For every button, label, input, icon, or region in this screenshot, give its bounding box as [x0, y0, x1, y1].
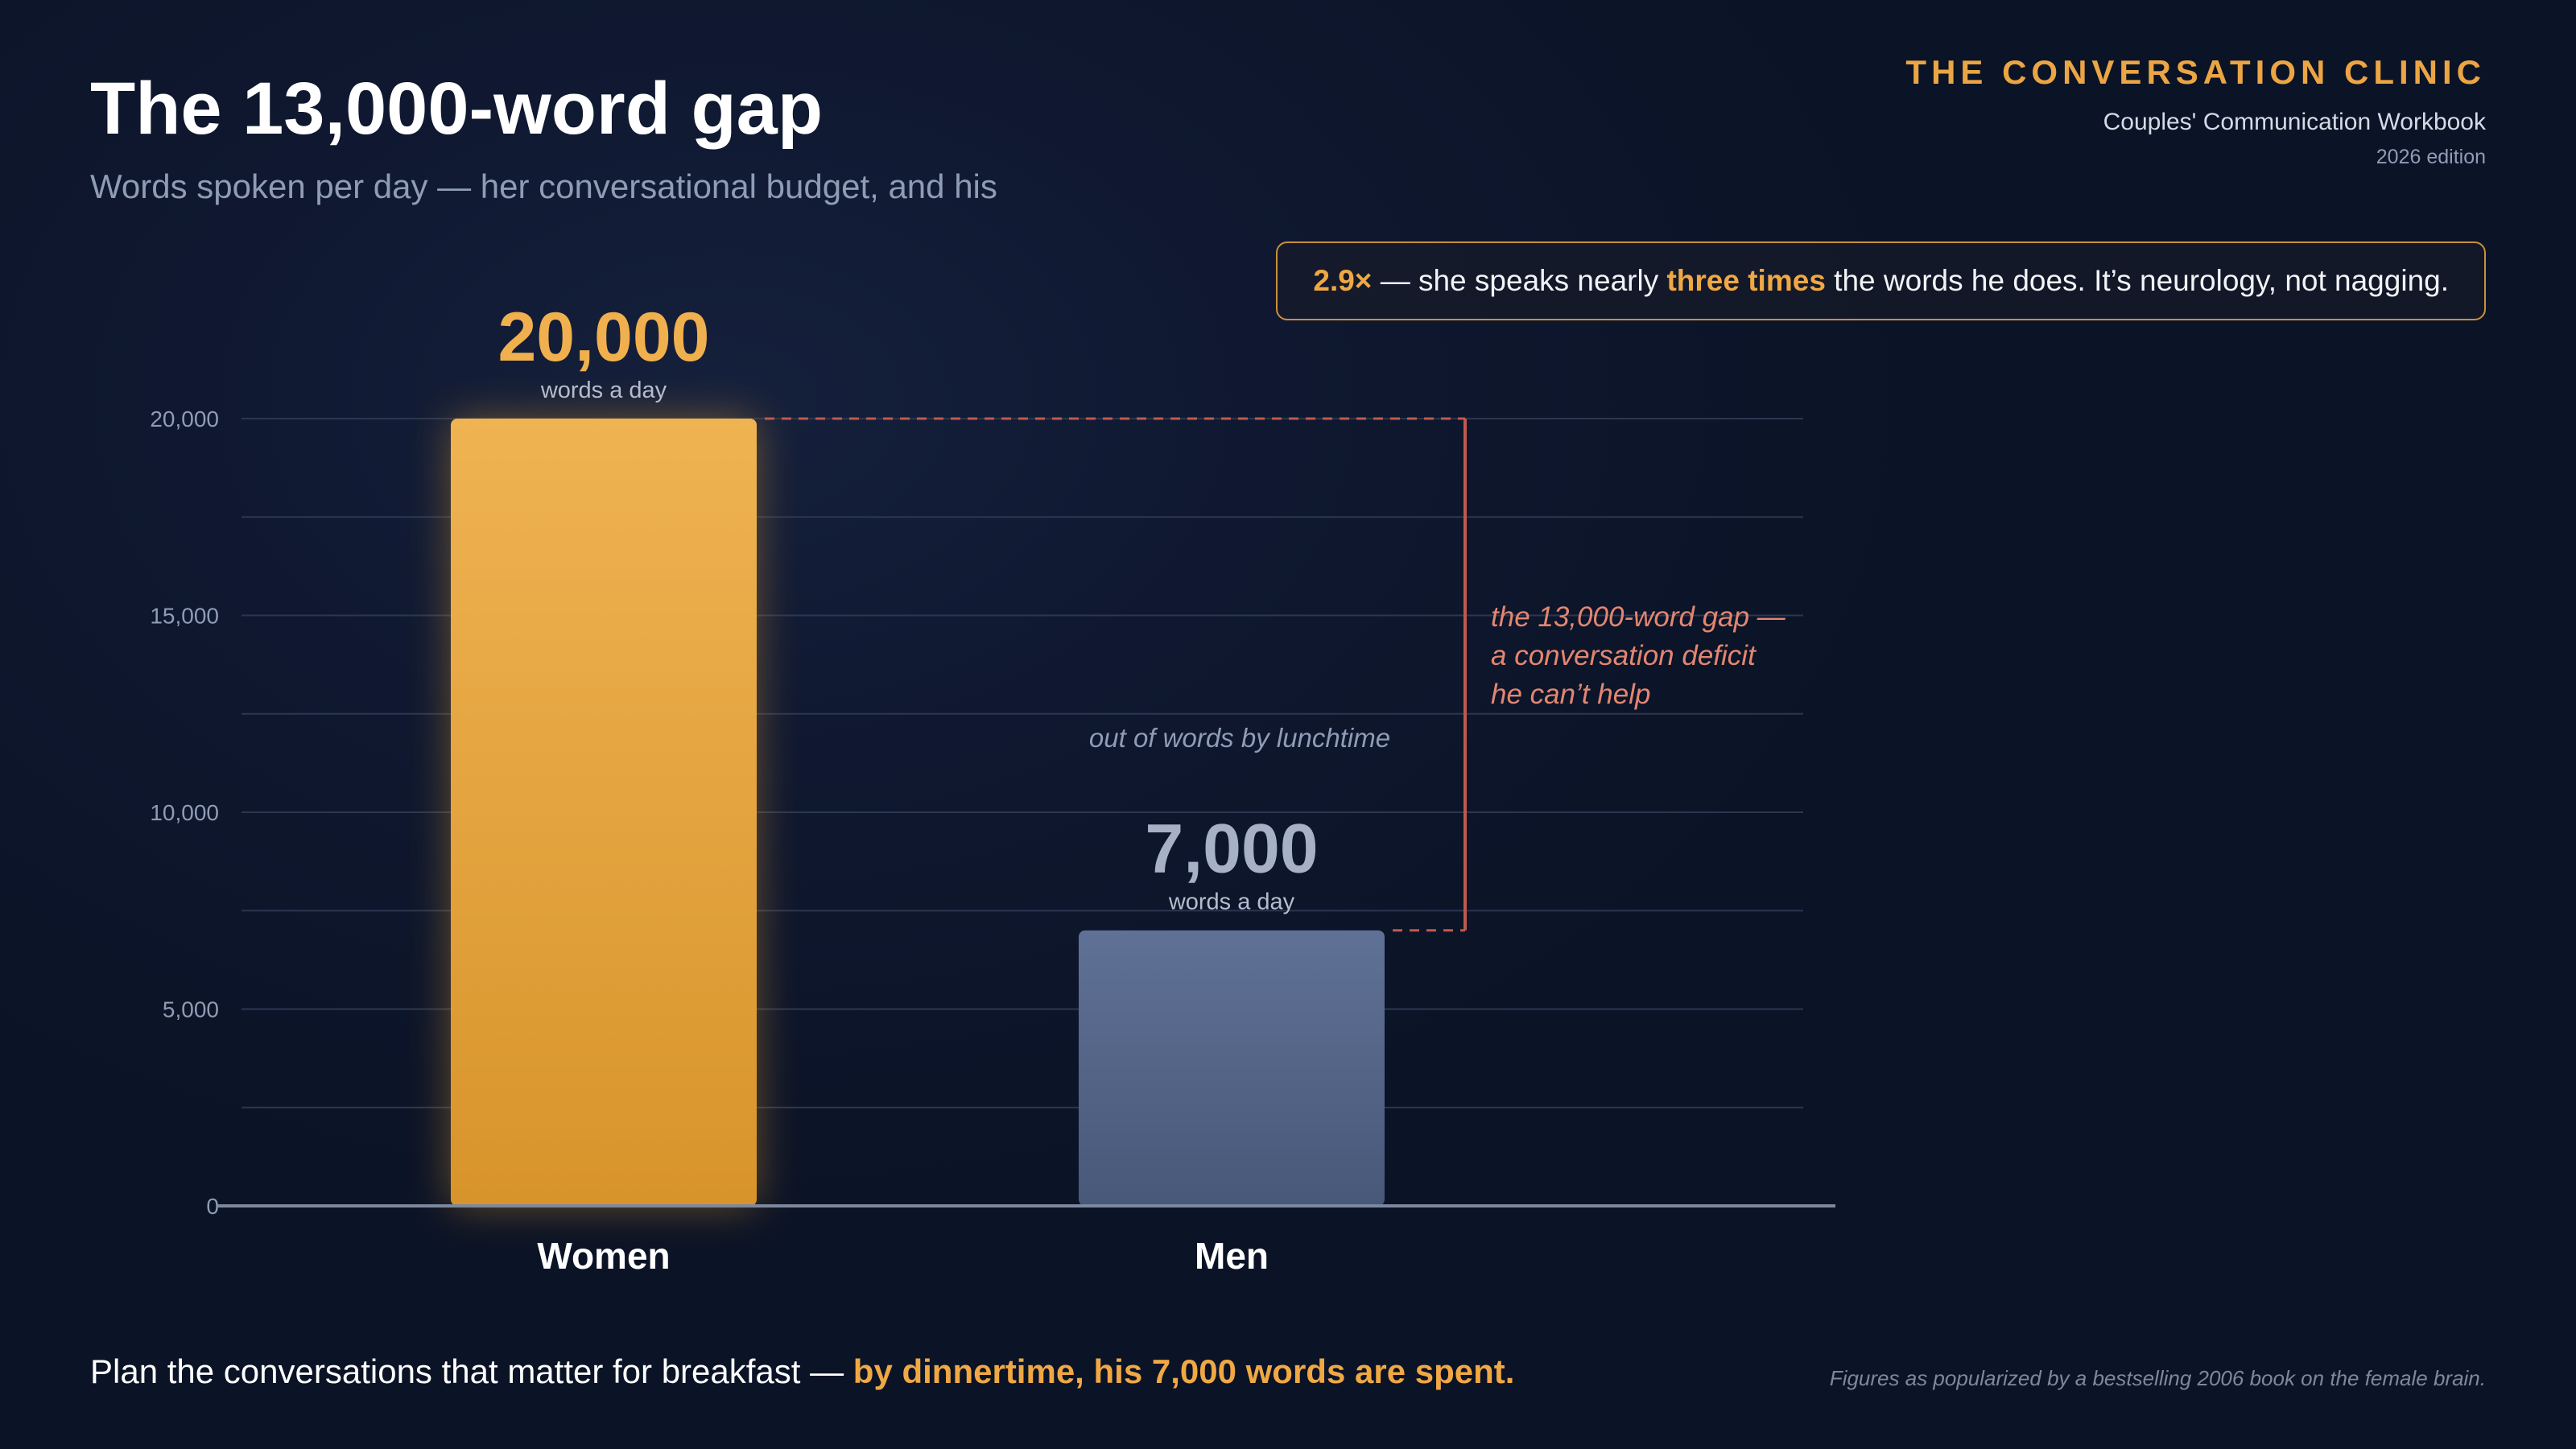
- gap-annotation-line: he can’t help: [1491, 679, 1650, 710]
- unit-label-women: words a day: [540, 378, 667, 403]
- value-label-men: 7,000: [1145, 811, 1318, 888]
- value-label-women: 20,000: [497, 299, 709, 376]
- page-title: The 13,000-word gap: [90, 68, 824, 150]
- footer-source: Figures as popularized by a bestselling …: [1829, 1366, 2486, 1390]
- gap-annotation: the 13,000-word gap — a conversation defi…: [1491, 601, 1786, 710]
- brand-workbook: Couples' Communication Workbook: [2103, 109, 2486, 135]
- brand-edition: 2026 edition: [2376, 146, 2486, 168]
- annotations: the 13,000-word gap — a conversation defi…: [765, 417, 1786, 932]
- men-note: out of words by lunchtime: [1089, 723, 1390, 753]
- callout-ratio: 2.9×: [1313, 264, 1373, 297]
- y-tick-label: 20,000: [150, 407, 219, 431]
- gap-annotation-line: the 13,000-word gap —: [1491, 601, 1786, 633]
- y-axis-ticks: 0 5,000 10,000 15,000 20,000: [150, 407, 219, 1219]
- category-label-women: Women: [537, 1235, 670, 1277]
- footer-lead: Plan the conversations that matter for b…: [90, 1352, 853, 1390]
- gap-annotation-line: a conversation deficit: [1491, 640, 1757, 671]
- y-tick-label: 0: [206, 1194, 219, 1219]
- footer-takeaway: Plan the conversations that matter for b…: [90, 1349, 1514, 1394]
- brand-block: THE CONVERSATION CLINIC Couples' Communi…: [1905, 52, 2486, 171]
- callout-text-after: the words he does. It’s neurology, not n…: [1825, 264, 2449, 297]
- y-tick-label: 5,000: [163, 997, 219, 1022]
- footer-highlight: by dinnertime, his 7,000 words are spent…: [852, 1352, 1515, 1390]
- bars: [451, 419, 1385, 1206]
- callout-highlight: three times: [1666, 264, 1826, 297]
- bar-men: [1079, 930, 1385, 1206]
- page-subtitle: Words spoken per day — her conversationa…: [90, 167, 997, 205]
- bar-women: [451, 419, 757, 1206]
- callout-text-before: — she speaks nearly: [1372, 264, 1667, 297]
- category-label-men: Men: [1195, 1235, 1269, 1277]
- unit-label-men: words a day: [1168, 890, 1295, 915]
- ratio-callout: 2.9× — she speaks nearly three times the…: [1276, 242, 2486, 320]
- brand-name: THE CONVERSATION CLINIC: [1905, 53, 2486, 91]
- y-tick-label: 10,000: [150, 800, 219, 825]
- y-tick-label: 15,000: [150, 604, 219, 629]
